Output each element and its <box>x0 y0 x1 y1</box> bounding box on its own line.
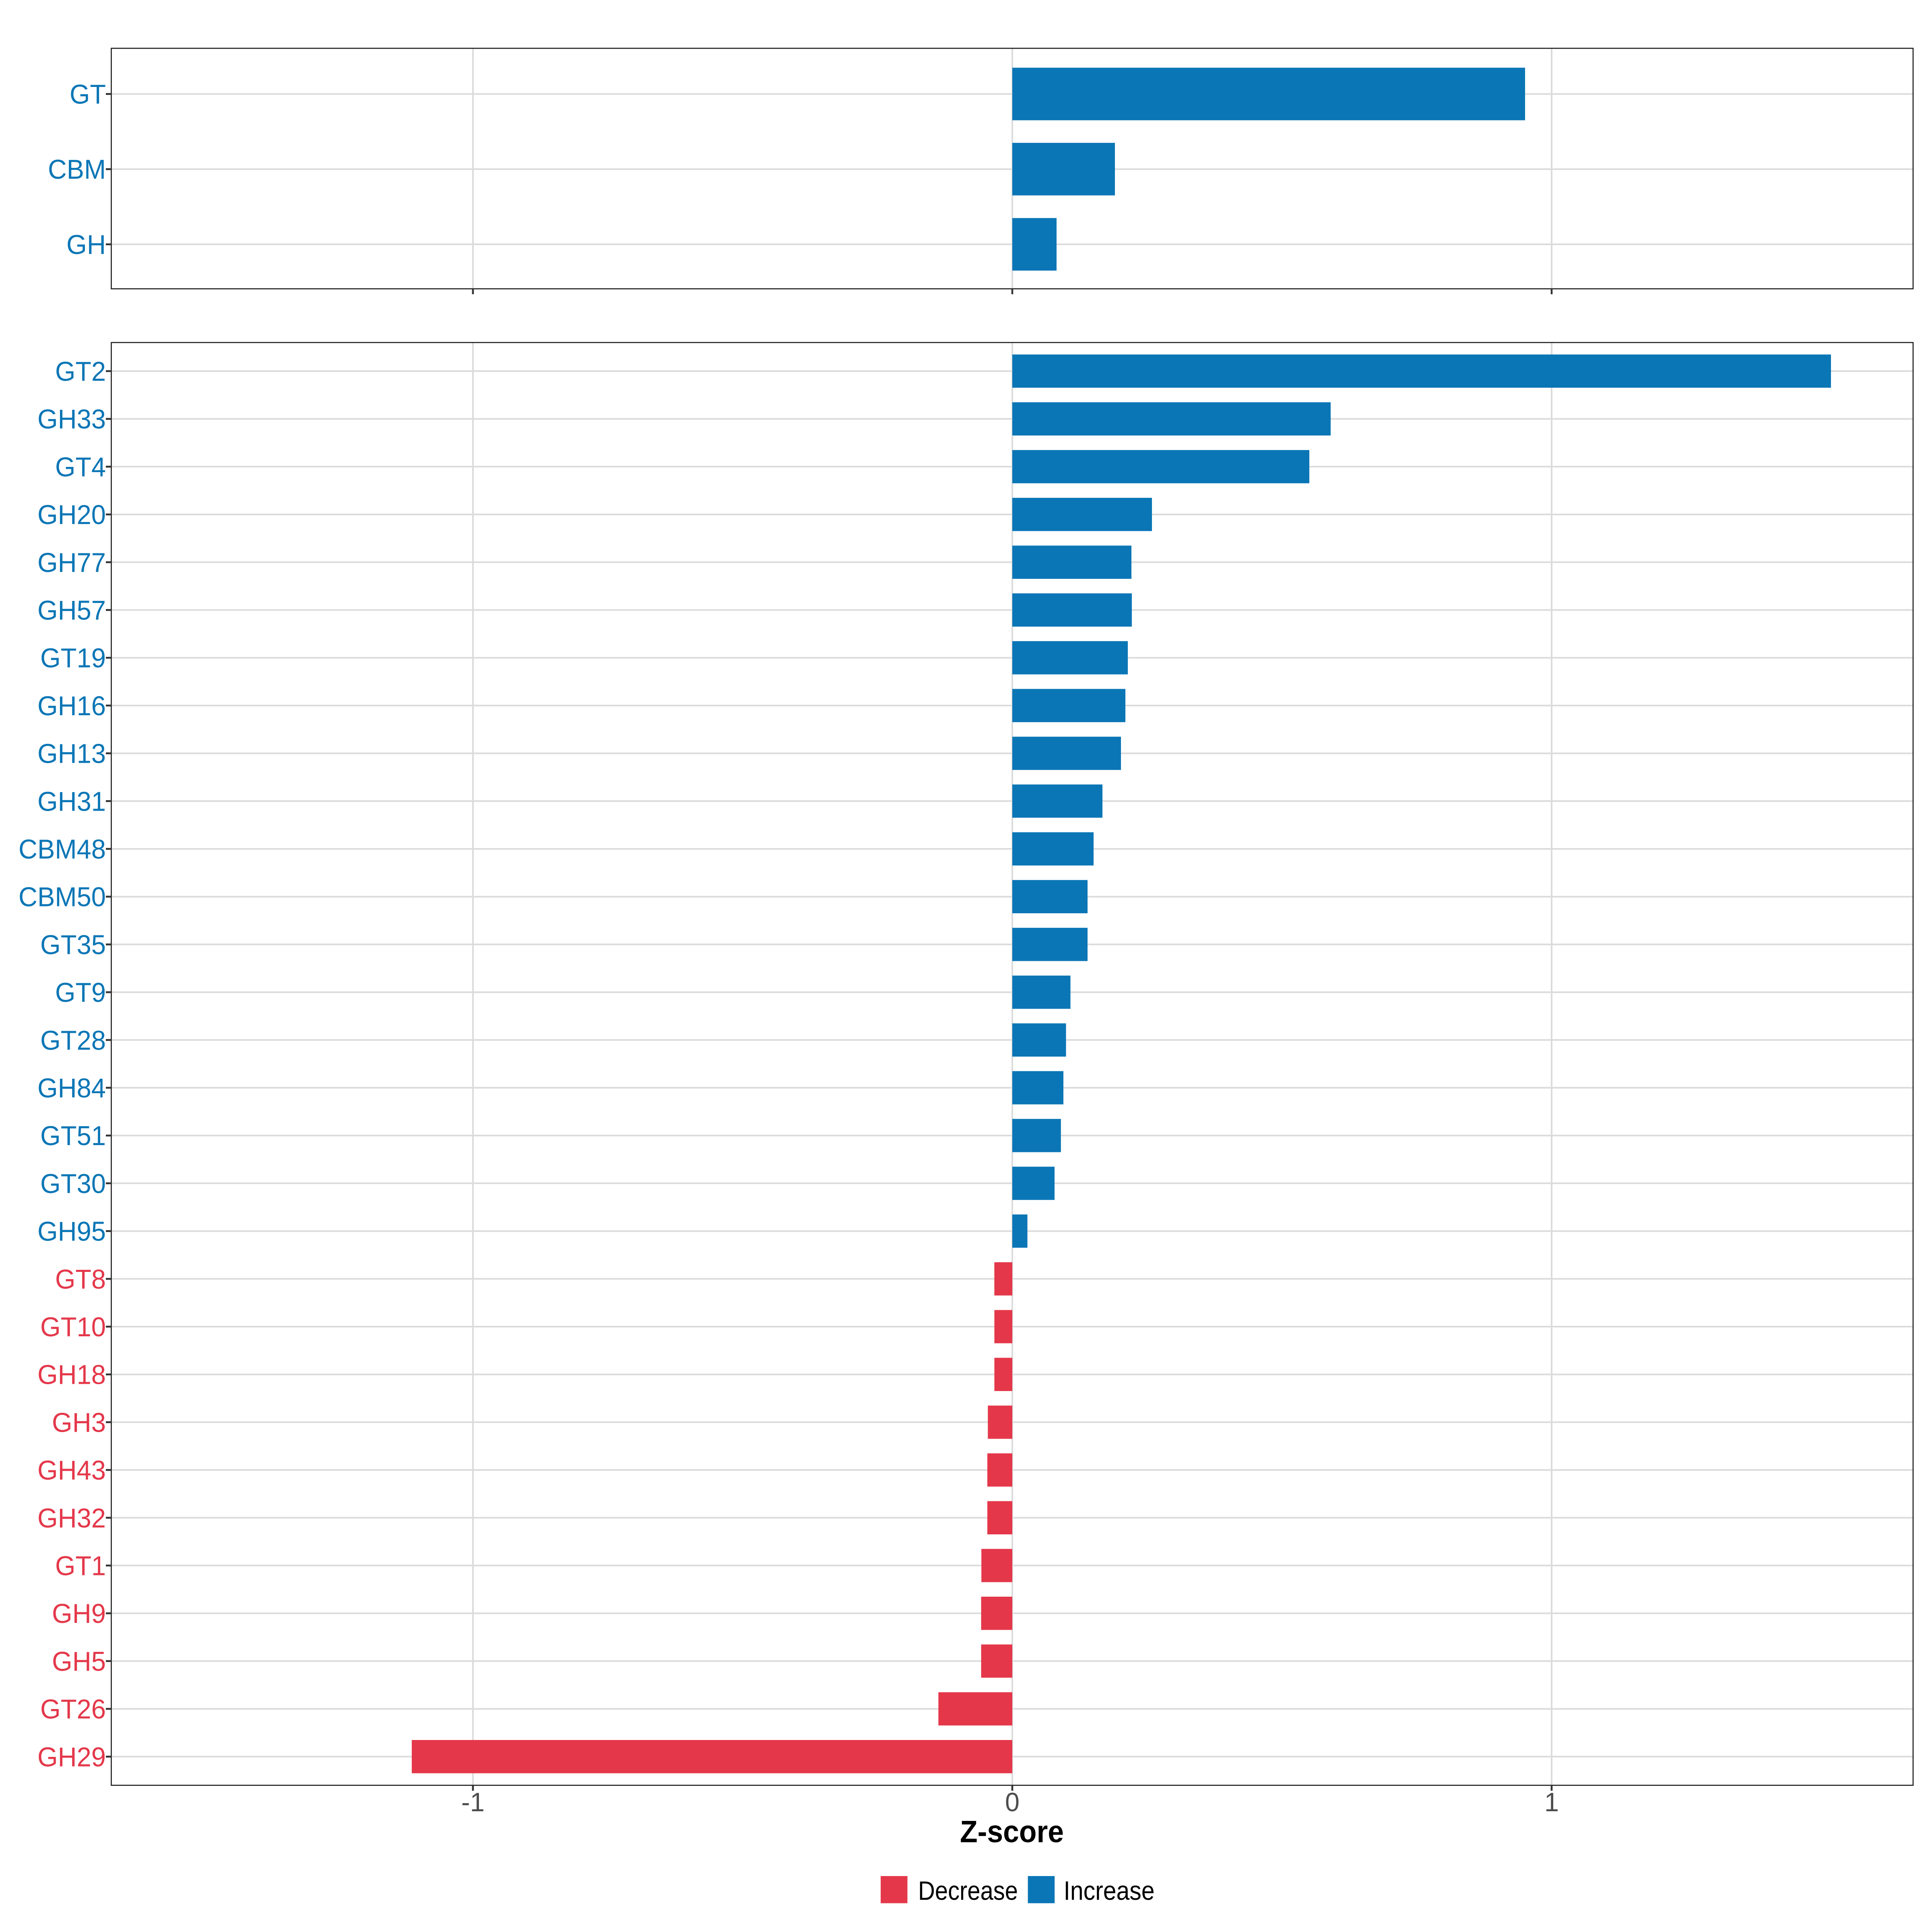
svg-text:CBM50: CBM50 <box>19 882 106 912</box>
svg-text:GH18: GH18 <box>37 1360 106 1390</box>
svg-text:GT35: GT35 <box>40 929 106 960</box>
svg-text:GH5: GH5 <box>52 1646 106 1677</box>
svg-text:GT8: GT8 <box>55 1264 106 1294</box>
svg-text:GT1: GT1 <box>55 1551 106 1581</box>
svg-text:CBM: CBM <box>48 154 106 185</box>
svg-text:GH57: GH57 <box>37 595 106 626</box>
svg-text:GT9: GT9 <box>55 977 106 1008</box>
svg-text:GT: GT <box>70 79 106 110</box>
svg-text:GH77: GH77 <box>37 547 106 578</box>
svg-text:GH33: GH33 <box>37 404 106 435</box>
svg-text:0: 0 <box>1005 1787 1020 1817</box>
svg-text:GH95: GH95 <box>37 1216 106 1247</box>
svg-text:GH9: GH9 <box>52 1598 106 1629</box>
svg-text:Increase: Increase <box>1064 1876 1155 1905</box>
svg-text:1: 1 <box>1544 1787 1559 1817</box>
svg-text:GH32: GH32 <box>37 1503 106 1534</box>
svg-text:GH43: GH43 <box>37 1455 106 1486</box>
svg-text:GH3: GH3 <box>52 1407 106 1438</box>
svg-text:GH20: GH20 <box>37 500 106 530</box>
svg-text:GH13: GH13 <box>37 739 106 769</box>
svg-text:CBM48: CBM48 <box>19 834 106 865</box>
svg-text:Z-score: Z-score <box>960 1814 1064 1849</box>
svg-text:GT28: GT28 <box>40 1025 106 1056</box>
svg-text:GH84: GH84 <box>37 1073 106 1104</box>
svg-text:GH16: GH16 <box>37 691 106 721</box>
svg-text:GH: GH <box>66 229 106 260</box>
svg-text:GT19: GT19 <box>40 643 106 673</box>
svg-text:-1: -1 <box>461 1787 485 1817</box>
svg-text:GT4: GT4 <box>55 452 106 482</box>
svg-text:GH29: GH29 <box>37 1742 106 1772</box>
svg-text:GT30: GT30 <box>40 1168 106 1199</box>
svg-text:GT26: GT26 <box>40 1694 106 1725</box>
svg-text:GH31: GH31 <box>37 786 106 817</box>
svg-text:GT10: GT10 <box>40 1312 106 1342</box>
svg-text:GT2: GT2 <box>55 356 106 387</box>
svg-text:GT51: GT51 <box>40 1121 106 1151</box>
svg-text:Decrease: Decrease <box>918 1876 1018 1905</box>
